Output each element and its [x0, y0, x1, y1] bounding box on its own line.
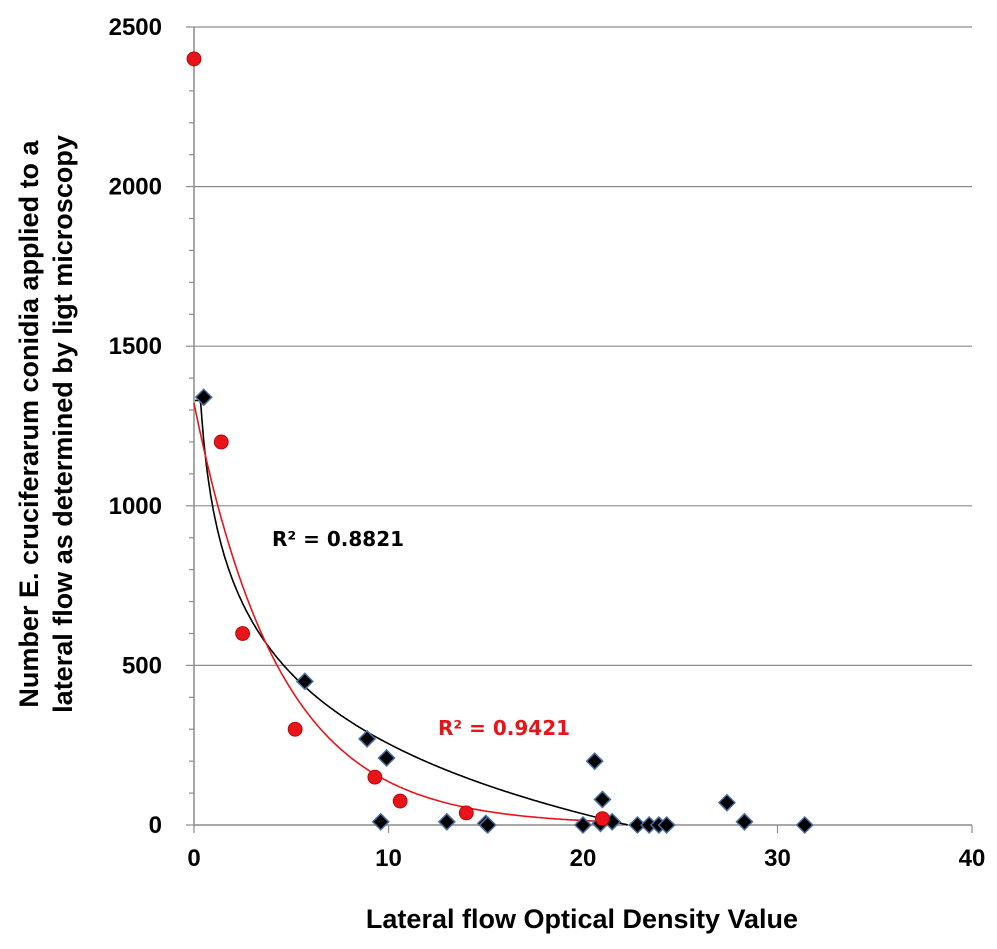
- data-point-diamond: [573, 815, 593, 835]
- x-tick-label: 0: [187, 845, 200, 872]
- trendline-red: [193, 402, 601, 823]
- y-tick-label: 500: [122, 652, 162, 679]
- data-point-diamond: [795, 815, 814, 835]
- data-point-circle: [235, 626, 251, 641]
- y-tick-label: 1000: [109, 493, 162, 520]
- data-point-circle: [392, 793, 408, 809]
- gridlines: [194, 26, 972, 667]
- y-tick-label: 2000: [109, 174, 162, 201]
- axes: [186, 26, 973, 833]
- data-point-circle: [213, 434, 229, 450]
- data-point-circle: [287, 721, 303, 737]
- y-axis-title-line-2: lateral flow as determined by ligt micro…: [48, 135, 78, 713]
- data-point-diamond: [358, 729, 377, 748]
- data-point-diamond: [437, 812, 456, 831]
- x-tick-labels: 0 10 20 30 40: [187, 845, 985, 872]
- x-axis-title: Lateral flow Optical Density Value: [366, 904, 798, 934]
- r2-label-red: R² = 0.9421: [438, 716, 570, 740]
- y-tick-label: 1500: [109, 333, 162, 360]
- data-point-diamond: [377, 748, 396, 768]
- data-point-diamond: [478, 815, 497, 835]
- data-point-diamond: [371, 812, 390, 831]
- data-point-circle: [458, 805, 474, 821]
- data-point-circle: [595, 811, 610, 827]
- x-tick-label: 10: [375, 845, 402, 872]
- data-point-diamond: [593, 790, 612, 809]
- data-point-diamond: [194, 388, 213, 407]
- x-tick-label: 40: [959, 845, 986, 872]
- y-axis-title-line-1: Number E. cruciferarum conidia applied t…: [14, 139, 44, 707]
- data-point-diamond: [717, 793, 736, 812]
- y-tick-label: 0: [149, 812, 162, 839]
- trendlines: [193, 399, 628, 826]
- data-points: [186, 51, 814, 835]
- data-point-diamond: [585, 752, 604, 771]
- data-point-diamond: [295, 672, 314, 691]
- data-point-circle: [367, 769, 383, 785]
- data-point-diamond: [735, 812, 754, 831]
- y-tick-label: 2500: [109, 14, 162, 41]
- trendline-black: [195, 399, 628, 826]
- x-tick-label: 20: [570, 845, 597, 872]
- data-point-circle: [186, 51, 202, 67]
- x-tick-label: 30: [764, 845, 791, 872]
- r2-label-black: R² = 0.8821: [272, 527, 404, 551]
- y-tick-labels: 0 500 1000 1500 2000 2500: [109, 14, 162, 839]
- data-point-diamond: [657, 815, 676, 835]
